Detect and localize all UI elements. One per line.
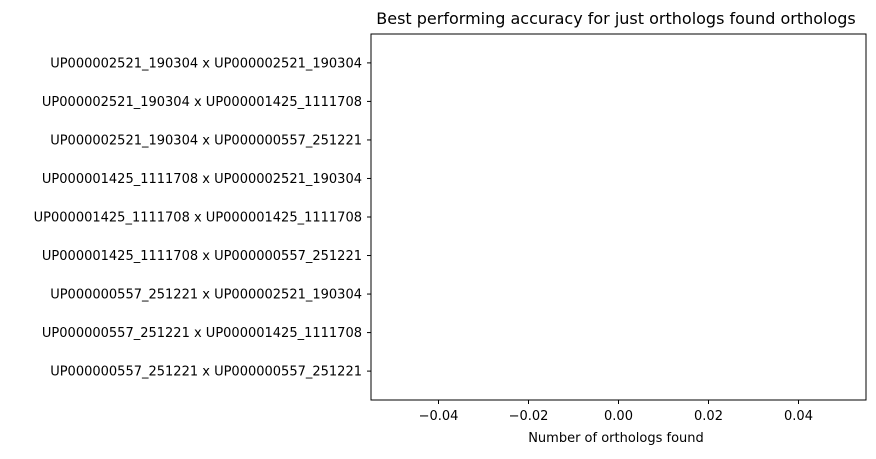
y-tick-label: UP000000557_251221 x UP000001425_1111708 (42, 326, 362, 341)
chart-title: Best performing accuracy for just orthol… (376, 9, 856, 28)
y-axis-ticks: UP000002521_190304 x UP000002521_190304 U… (34, 56, 371, 380)
y-tick-label: UP000001425_1111708 x UP000000557_251221 (42, 249, 362, 264)
y-tick-label: UP000001425_1111708 x UP000001425_111170… (34, 211, 362, 226)
y-tick-label: UP000002521_190304 x UP000000557_251221 (50, 133, 362, 148)
y-tick-label: UP000002521_190304 x UP000001425_1111708 (42, 95, 362, 110)
x-axis-label: Number of orthologs found (528, 431, 704, 446)
x-tick-label: 0.00 (604, 409, 633, 424)
x-tick-label: 0.02 (694, 409, 723, 424)
y-tick-label: UP000000557_251221 x UP000002521_190304 (50, 288, 362, 303)
x-tick-label: −0.02 (509, 409, 549, 424)
y-tick-label: UP000000557_251221 x UP000000557_251221 (50, 365, 362, 380)
y-tick-label: UP000001425_1111708 x UP000002521_190304 (42, 172, 362, 187)
y-tick-label: UP000002521_190304 x UP000002521_190304 (50, 56, 362, 71)
x-axis-ticks: −0.04 −0.02 0.00 0.02 0.04 (419, 400, 813, 424)
x-tick-label: 0.04 (784, 409, 813, 424)
x-tick-label: −0.04 (419, 409, 459, 424)
